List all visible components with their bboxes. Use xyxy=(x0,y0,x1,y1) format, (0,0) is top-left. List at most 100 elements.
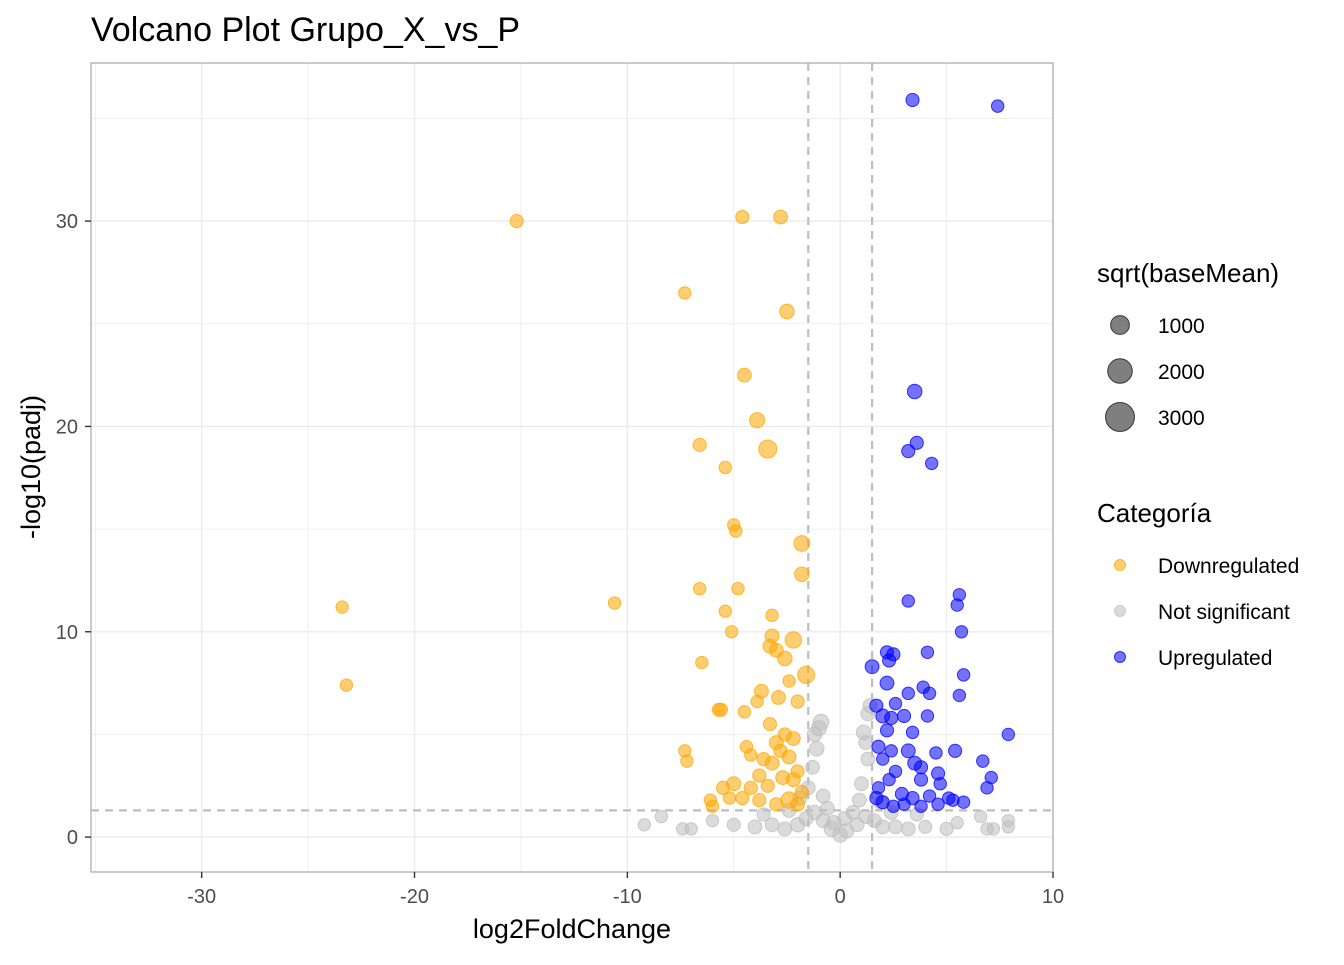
data-point-upregulated xyxy=(901,444,916,459)
size-legend: sqrt(baseMean) 1000 2000 3000 xyxy=(1097,258,1279,432)
x-tick-label: -10 xyxy=(613,886,642,908)
x-tick-label: 10 xyxy=(1042,886,1064,908)
size-legend-key xyxy=(1107,358,1133,384)
data-point-not-significant xyxy=(808,741,825,757)
data-point-not-significant xyxy=(764,817,780,833)
data-point-downregulated xyxy=(722,791,737,805)
color-legend-key xyxy=(1114,605,1126,617)
data-point-downregulated xyxy=(737,705,752,719)
data-point-downregulated xyxy=(790,796,806,812)
data-point-downregulated xyxy=(678,286,692,300)
data-point-not-significant xyxy=(888,819,903,835)
data-point-downregulated xyxy=(713,702,729,717)
data-point-upregulated xyxy=(956,668,971,682)
data-point-downregulated xyxy=(705,799,720,813)
data-point-upregulated xyxy=(869,791,884,806)
data-point-not-significant xyxy=(747,819,763,835)
data-point-downregulated xyxy=(731,581,745,596)
data-point-upregulated xyxy=(914,799,928,813)
data-point-upregulated xyxy=(990,99,1005,113)
data-point-upregulated xyxy=(976,754,990,768)
data-point-downregulated xyxy=(509,214,524,229)
data-point-downregulated xyxy=(773,209,789,225)
data-point-downregulated xyxy=(790,694,805,709)
data-point-downregulated xyxy=(718,604,732,618)
data-point-upregulated xyxy=(879,675,895,691)
data-point-not-significant xyxy=(705,813,720,828)
y-tick-label: 30 xyxy=(56,211,78,233)
data-point-downregulated xyxy=(760,778,775,793)
data-point-upregulated xyxy=(882,653,897,668)
data-point-downregulated xyxy=(758,439,778,459)
data-point-downregulated xyxy=(750,694,764,709)
x-tick-label: 0 xyxy=(835,886,846,908)
x-axis-ticks: -30 -20 -10 0 10 xyxy=(187,872,1064,908)
data-point-upregulated xyxy=(886,799,901,813)
data-point-upregulated xyxy=(931,797,945,811)
data-point-downregulated xyxy=(793,535,811,552)
data-point-upregulated xyxy=(920,709,935,723)
y-tick-label: 20 xyxy=(56,416,78,438)
data-point-downregulated xyxy=(724,625,739,639)
data-point-not-significant xyxy=(637,818,652,832)
data-point-not-significant xyxy=(851,792,867,808)
data-point-downregulated xyxy=(779,303,795,320)
data-point-not-significant xyxy=(973,809,988,824)
data-point-not-significant xyxy=(875,819,891,835)
data-point-upregulated xyxy=(952,688,967,703)
data-point-downregulated xyxy=(797,665,816,684)
data-point-upregulated xyxy=(933,777,947,791)
data-point-upregulated xyxy=(882,772,896,787)
data-point-not-significant xyxy=(860,751,876,767)
data-point-not-significant xyxy=(726,817,741,832)
data-point-downregulated xyxy=(339,678,354,692)
data-point-upregulated xyxy=(929,746,943,760)
data-point-upregulated xyxy=(922,789,937,803)
y-tick-label: 10 xyxy=(56,622,78,644)
data-points xyxy=(335,92,1016,843)
color-legend-label: Not significant xyxy=(1158,601,1290,624)
y-axis-title: -log10(padj) xyxy=(16,395,46,539)
data-point-downregulated xyxy=(771,690,786,705)
size-legend-key xyxy=(1110,315,1130,335)
x-tick-label: -20 xyxy=(400,886,429,908)
plot-panel xyxy=(91,63,1053,872)
data-point-downregulated xyxy=(762,717,778,732)
data-point-not-significant xyxy=(836,811,852,827)
y-axis-ticks: 0 10 20 30 xyxy=(56,211,91,849)
data-point-downregulated xyxy=(781,749,797,765)
data-point-upregulated xyxy=(913,760,929,775)
data-point-upregulated xyxy=(896,708,912,724)
color-legend-key xyxy=(1114,559,1126,571)
data-point-upregulated xyxy=(980,781,994,795)
data-point-not-significant xyxy=(1001,813,1016,828)
size-legend-label: 1000 xyxy=(1158,315,1205,338)
data-point-upregulated xyxy=(950,598,964,612)
data-point-upregulated xyxy=(884,744,898,758)
data-point-upregulated xyxy=(906,383,923,400)
data-point-upregulated xyxy=(884,710,899,726)
data-point-downregulated xyxy=(729,524,743,538)
data-point-downregulated xyxy=(752,768,767,783)
data-point-upregulated xyxy=(876,752,890,766)
x-axis-title: log2FoldChange xyxy=(473,914,671,944)
plot-border xyxy=(90,62,1054,873)
data-point-upregulated xyxy=(905,725,920,740)
data-point-upregulated xyxy=(924,456,939,471)
data-point-upregulated xyxy=(948,743,963,758)
data-point-downregulated xyxy=(777,650,793,667)
data-point-downregulated xyxy=(718,460,732,475)
data-point-downregulated xyxy=(607,596,622,610)
data-point-not-significant xyxy=(654,809,669,824)
data-point-not-significant xyxy=(815,788,831,804)
data-point-not-significant xyxy=(939,821,954,836)
data-point-downregulated xyxy=(680,754,694,768)
data-point-upregulated xyxy=(864,659,880,675)
color-legend-label: Downregulated xyxy=(1158,555,1299,578)
data-point-downregulated xyxy=(335,600,349,614)
data-point-upregulated xyxy=(901,686,915,701)
data-point-not-significant xyxy=(854,776,869,792)
data-point-upregulated xyxy=(901,594,915,608)
data-point-upregulated xyxy=(909,435,924,450)
